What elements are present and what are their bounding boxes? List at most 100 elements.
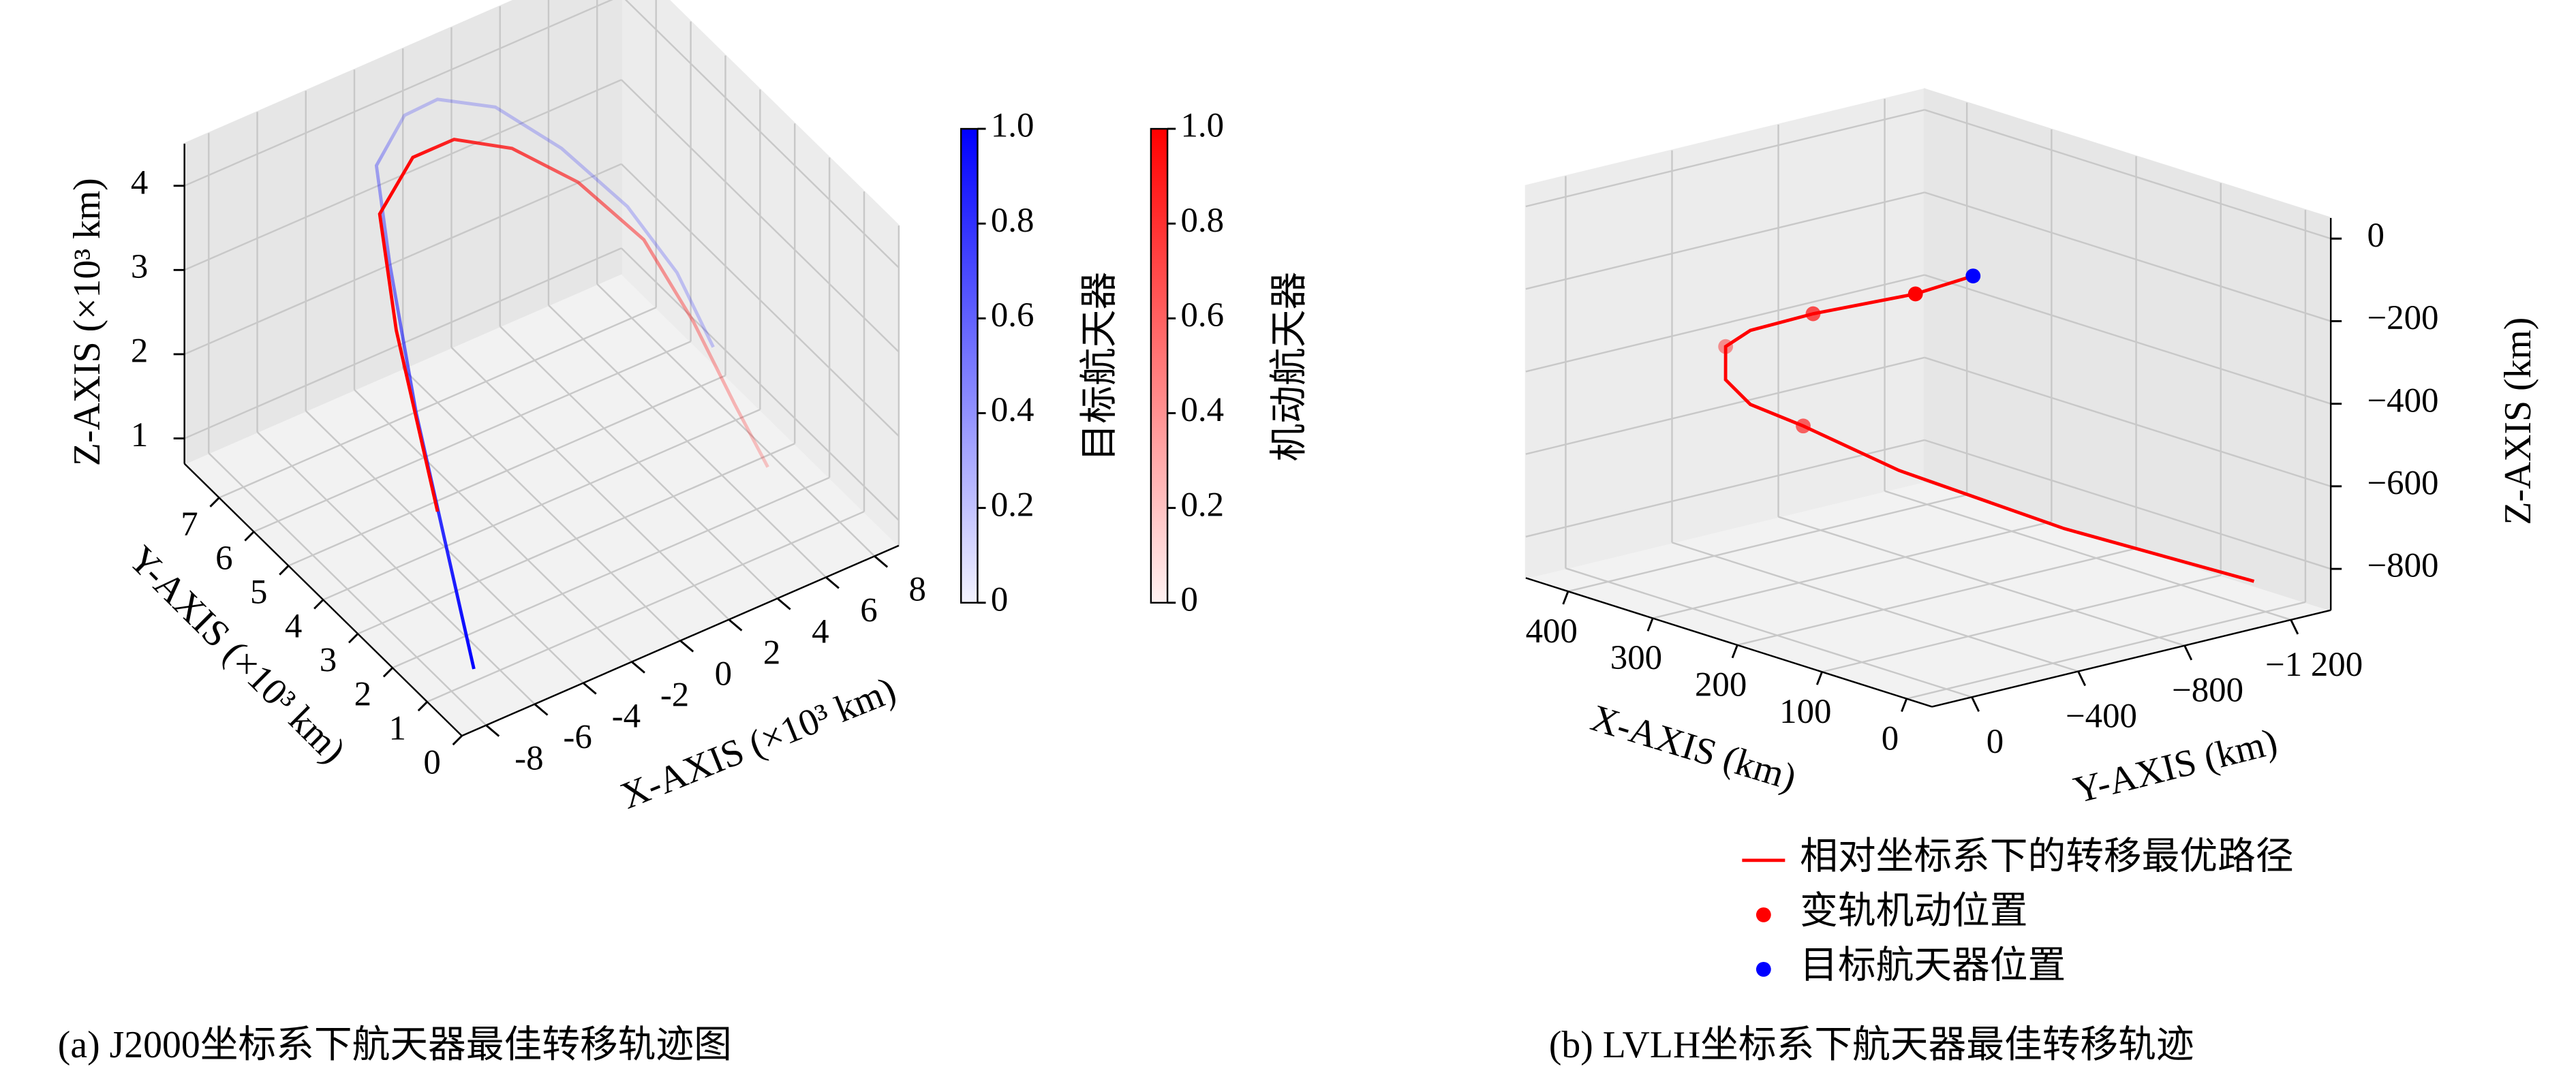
tick-mark [279, 565, 290, 576]
tick-mark [2290, 619, 2299, 635]
tick-mark [582, 682, 597, 695]
grid-line [1525, 109, 1925, 208]
grid-line [253, 341, 692, 533]
grid-line [1924, 439, 2331, 570]
position-marker [1965, 268, 1981, 284]
x-tick-label: 2 [763, 634, 780, 672]
x-tick-label: 100 [1779, 693, 1831, 731]
legend-marker [1755, 907, 1771, 922]
grid-line [1672, 542, 2079, 672]
tick-mark [417, 701, 428, 712]
grid-line [1906, 601, 2306, 700]
tick-mark [209, 497, 220, 508]
y-tick-label: 6 [215, 540, 232, 578]
grid-line [1525, 274, 1925, 373]
tick-mark [1731, 644, 1738, 659]
x-tick-label: 200 [1695, 666, 1747, 704]
tick-mark [348, 633, 359, 644]
y-tick-label: 0 [423, 743, 440, 781]
x-axis-title: X-AXIS (×10³ km) [615, 669, 902, 817]
grid-line [1565, 567, 1972, 698]
x-tick-label: 4 [812, 612, 829, 651]
x-tick-label: -8 [515, 740, 543, 778]
colorbar-tick-label: 0 [991, 580, 1008, 619]
z-axis-title: Z-AXIS (km) [2497, 317, 2539, 525]
legend-label: 目标航天器位置 [1800, 945, 2066, 987]
z-tick-label: −400 [2367, 381, 2438, 420]
y-tick-label: 2 [354, 676, 371, 714]
tick-mark [382, 667, 393, 678]
y-tick-label: 7 [181, 505, 198, 544]
z-tick-label: 4 [131, 163, 148, 202]
colorbar-tick-label: 0.2 [1181, 486, 1225, 524]
x-tick-label: -4 [612, 698, 641, 736]
tick-mark [1901, 698, 1908, 713]
caption-b: (b) LVLH坐标系下航天器最佳转移轨迹 [1549, 1024, 2194, 1066]
legend-marker [1755, 961, 1771, 977]
tick-mark [1971, 696, 1980, 712]
grid-line [1525, 356, 1925, 455]
tick-mark [874, 555, 889, 568]
colorbar-tick-label: 0.6 [1181, 296, 1225, 334]
colorbar-tick-label: 1.0 [991, 107, 1034, 145]
legend-label: 相对坐标系下的转移最优路径 [1800, 836, 2293, 878]
y-tick-label: −1 200 [2265, 646, 2363, 684]
grid-line [1924, 274, 2331, 405]
position-marker [1805, 306, 1821, 322]
y-tick-label: −800 [2172, 672, 2243, 710]
grid-line [288, 375, 726, 567]
colorbar-tick-label: 0.4 [991, 391, 1034, 429]
grid-line [1525, 191, 1925, 290]
tick-mark [1815, 671, 1823, 685]
x-tick-label: -2 [660, 676, 689, 715]
z-tick-label: 2 [131, 332, 148, 371]
tick-mark [1646, 617, 1654, 632]
grid-line [184, 0, 613, 187]
position-marker [1796, 418, 1811, 434]
grid-line [1652, 520, 2052, 619]
legend-label: 变轨机动位置 [1800, 890, 2027, 933]
colorbar-tick-label: 0.8 [991, 202, 1034, 240]
grid-line [620, 247, 900, 521]
x-tick-label: 0 [715, 655, 732, 693]
colorbar-tick-label: 0.2 [991, 486, 1034, 524]
grid-line [184, 163, 622, 356]
colorbar-tick-label: 0.6 [991, 296, 1034, 334]
tick-mark [631, 661, 645, 674]
grid-line [219, 307, 657, 499]
z-axis-title: Z-AXIS (×10³ km) [66, 178, 108, 466]
colorbar-tick-label: 0.8 [1181, 202, 1225, 240]
x-tick-label: 6 [860, 591, 877, 629]
tick-mark [244, 531, 255, 542]
grid-line [1924, 109, 2331, 240]
colorbar-tick-label: 1.0 [1181, 107, 1225, 145]
z-tick-label: 0 [2367, 217, 2384, 255]
z-tick-label: 3 [131, 248, 148, 286]
y-tick-label: 3 [320, 642, 337, 680]
grid-line [620, 163, 900, 437]
tick-mark [534, 703, 549, 716]
caption-a: (a) J2000坐标系下航天器最佳转移轨迹图 [58, 1024, 732, 1066]
trajectory-line [378, 138, 769, 512]
tick-mark [1562, 591, 1569, 605]
tick-mark [2183, 645, 2193, 661]
grid-line [1884, 490, 2292, 621]
tick-mark [825, 576, 840, 589]
grid-line [1567, 494, 1967, 593]
z-tick-label: 1 [131, 416, 148, 454]
y-tick-label: 1 [389, 709, 406, 747]
grid-line [1924, 191, 2331, 322]
grid-line [357, 442, 795, 635]
position-marker [1718, 339, 1734, 354]
grid-line [427, 510, 865, 703]
grid-line [620, 79, 900, 353]
grid-line [1822, 574, 2222, 673]
y-tick-label: −400 [2066, 697, 2137, 735]
grid-line [1737, 547, 2136, 646]
axis-line [183, 463, 463, 736]
position-marker [1907, 286, 1923, 302]
trajectory-line [1723, 274, 2255, 583]
z-tick-label: −600 [2367, 465, 2438, 503]
colorbar-label: 目标航天器 [1078, 272, 1120, 462]
